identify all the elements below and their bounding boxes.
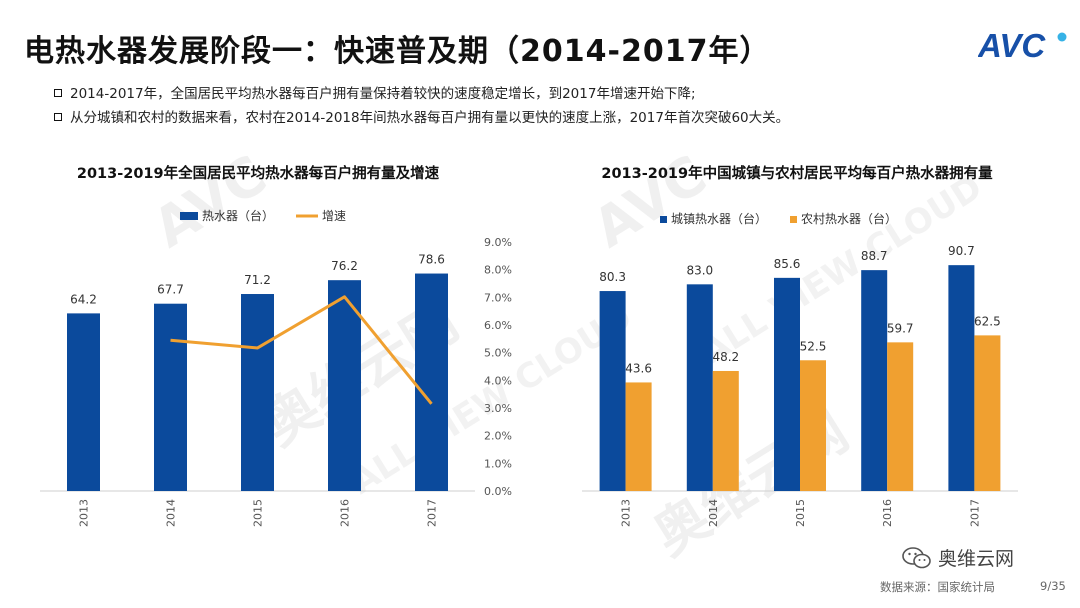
chart2-bar-rural xyxy=(887,342,914,491)
chart1-bar-label: 78.6 xyxy=(418,253,445,267)
chart1-x-tick-label: 2015 xyxy=(252,499,265,527)
bullet-list: 2014-2017年，全国居民平均热水器每百户拥有量保持着较快的速度稳定增长，到… xyxy=(54,82,790,130)
chart1-y2-tick-label: 7.0% xyxy=(484,291,512,304)
square-bullet-icon xyxy=(54,113,62,121)
wechat-name: 奥维云网 xyxy=(938,548,1015,570)
chart1-bar-label: 76.2 xyxy=(331,259,358,273)
chart1-legend-bar-swatch xyxy=(180,212,198,220)
chart2-bar-rural xyxy=(712,370,739,491)
chart2-bar-rural xyxy=(625,382,652,491)
chart2-bar-rural xyxy=(800,360,826,491)
chart2-bar-urban xyxy=(686,284,713,491)
avc-logo: AVC xyxy=(978,28,1067,62)
chart1-y2-tick-label: 6.0% xyxy=(484,319,512,332)
chart1-bar xyxy=(328,280,361,491)
data-source: 数据来源：国家统计局 xyxy=(880,580,995,594)
chart2-x-tick-label: 2015 xyxy=(794,499,807,527)
chart2-title: 2013-2019年中国城镇与农村居民平均每百户热水器拥有量 xyxy=(601,164,993,182)
chart1-y2-tick-label: 9.0% xyxy=(484,236,512,249)
chart1-y2-tick-label: 1.0% xyxy=(484,457,512,470)
chart2-bar-rural-label: 43.6 xyxy=(625,361,652,375)
chart1-bar xyxy=(415,273,448,491)
chart1-y2-tick-label: 5.0% xyxy=(484,347,512,360)
chart2-x-tick-label: 2014 xyxy=(707,499,720,527)
chart1-legend-line-label: 增速 xyxy=(322,209,346,223)
chart2-bar-urban-label: 85.6 xyxy=(774,257,801,271)
wechat-badge: 奥维云网 xyxy=(902,544,1014,571)
chart2-legend-urban-swatch xyxy=(660,216,667,223)
chart2-bar-rural xyxy=(974,335,1001,491)
chart1-bar xyxy=(241,294,274,491)
page-title: 电热水器发展阶段一：快速普及期（2014-2017年） xyxy=(24,34,771,69)
chart2-bar-rural-label: 52.5 xyxy=(800,339,827,353)
chart1-y2-tick-label: 2.0% xyxy=(484,430,512,443)
chart1-y2-tick-label: 8.0% xyxy=(484,264,512,277)
chart1-bar xyxy=(154,303,187,491)
chart1-bar-label: 67.7 xyxy=(157,283,184,297)
chart2-x-tick-label: 2016 xyxy=(881,499,894,527)
bullet-text-2: 从分城镇和农村的数据来看，农村在2014-2018年间热水器每百户拥有量以更快的… xyxy=(70,110,790,126)
chart1-bar-label: 64.2 xyxy=(70,292,97,306)
chart2-bar-urban xyxy=(774,277,800,491)
chart2-legend-rural-swatch xyxy=(790,216,797,223)
chart2-bar-urban xyxy=(948,265,975,491)
page-number: 9/35 xyxy=(1040,579,1066,593)
chart1-legend-bar-label: 热水器（台） xyxy=(202,208,274,223)
chart2-bar-urban-label: 83.0 xyxy=(686,263,713,277)
chart2-bar-urban-label: 80.3 xyxy=(599,270,626,284)
chart1-x-tick-label: 2017 xyxy=(426,499,439,527)
chart1-x-tick-label: 2013 xyxy=(78,499,91,527)
chart2-bar-urban xyxy=(599,291,626,491)
chart2-bar-rural-label: 48.2 xyxy=(712,350,739,364)
logo-text: AVC xyxy=(978,28,1046,62)
chart1-y2-tick-label: 4.0% xyxy=(484,374,512,387)
chart1-x-tick-label: 2014 xyxy=(165,499,178,527)
bullet-text-1: 2014-2017年，全国居民平均热水器每百户拥有量保持着较快的速度稳定增长，到… xyxy=(70,86,696,102)
chart2-bar-urban-label: 90.7 xyxy=(948,244,975,258)
wechat-icon xyxy=(902,546,931,568)
bullet-item-2: 从分城镇和农村的数据来看，农村在2014-2018年间热水器每百户拥有量以更快的… xyxy=(54,106,790,130)
chart1-bar xyxy=(67,313,100,491)
chart2-x-tick-label: 2017 xyxy=(968,499,981,527)
chart2-x-tick-label: 2013 xyxy=(620,499,633,527)
chart2-bar-urban-label: 88.7 xyxy=(861,249,888,263)
chart2-legend-rural-label: 农村热水器（台） xyxy=(801,211,897,226)
square-bullet-icon xyxy=(54,89,62,97)
chart1-y2-tick-label: 3.0% xyxy=(484,402,512,415)
chart2-bar-rural-label: 59.7 xyxy=(887,321,914,335)
chart1-bar-label: 71.2 xyxy=(244,273,271,287)
chart2-bar-urban xyxy=(861,270,888,491)
bullet-item-1: 2014-2017年，全国居民平均热水器每百户拥有量保持着较快的速度稳定增长，到… xyxy=(54,82,789,106)
chart1-x-tick-label: 2016 xyxy=(339,499,352,527)
chart1-growth-line xyxy=(170,295,433,405)
chart2-bar-rural-label: 62.5 xyxy=(974,314,1001,328)
chart2-legend-urban-label: 城镇热水器（台） xyxy=(671,211,767,226)
chart1-title: 2013-2019年全国居民平均热水器每百户拥有量及增速 xyxy=(77,164,440,182)
logo-dot xyxy=(1057,32,1067,42)
chart1-y2-tick-label: 0.0% xyxy=(484,485,512,498)
